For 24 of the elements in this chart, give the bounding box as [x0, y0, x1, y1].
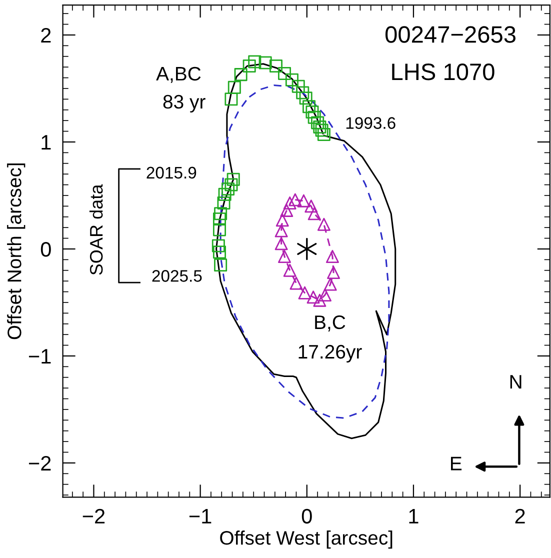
y-tick-label: −1 [28, 349, 51, 364]
x-tick-label: 0 [302, 508, 312, 524]
annotation: E [451, 456, 462, 470]
text: LHS 1070 [392, 64, 494, 80]
y-tick-label: 1 [42, 135, 51, 150]
annotation: 17.26yr [298, 344, 362, 363]
x-axis-title: Offset West [arcsec] [220, 530, 392, 549]
annotation: 2025.5 [152, 270, 202, 282]
annotation: 1993.6 [346, 117, 396, 129]
annotation: N [510, 375, 522, 389]
annotation: SOAR data [89, 184, 103, 275]
x-tick-label: −1 [189, 509, 212, 524]
annotation: A,BC [156, 66, 201, 83]
y-axis-title: Offset North [arcsec] [7, 164, 26, 340]
text: 00247−2653 [385, 26, 516, 43]
y-tick-label: 2 [41, 28, 51, 43]
x-tick-label: 1 [409, 509, 418, 524]
x-tick-label: 2 [515, 508, 525, 524]
y-tick-label: 0 [40, 242, 51, 257]
y-tick-label: −2 [28, 456, 51, 470]
annotation: 83 yr [163, 94, 206, 113]
annotation: 2015.9 [146, 166, 196, 179]
x-tick-label: −2 [82, 508, 105, 524]
annotation: B,C [315, 315, 346, 332]
